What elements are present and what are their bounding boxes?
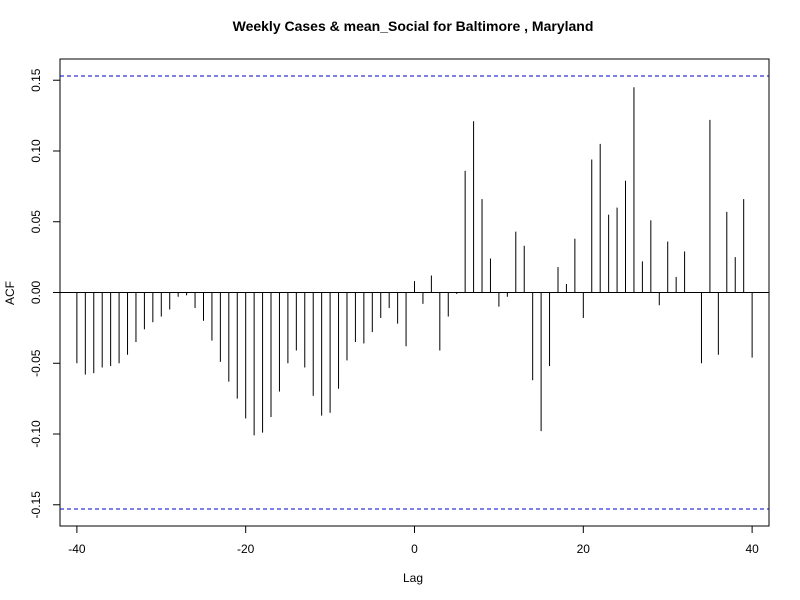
y-tick-label: 0.00 (29, 280, 43, 304)
acf-bars (60, 75, 769, 510)
y-tick-label: -0.10 (29, 420, 43, 448)
y-axis-label: ACF (3, 281, 17, 305)
x-tick-label: 40 (745, 542, 759, 556)
x-tick-label: 0 (411, 542, 418, 556)
y-tick-label: -0.05 (29, 349, 43, 377)
x-tick-label: -20 (237, 542, 255, 556)
y-tick-label: 0.05 (29, 210, 43, 234)
y-tick-label: 0.15 (29, 68, 43, 92)
chart-title: Weekly Cases & mean_Social for Baltimore… (233, 18, 594, 34)
x-axis-label: Lag (403, 571, 423, 585)
x-tick-label: 20 (577, 542, 591, 556)
x-axis: -40 -20 0 20 40 (68, 525, 759, 556)
x-tick-label: -40 (68, 542, 86, 556)
y-tick-label: 0.10 (29, 139, 43, 163)
y-tick-label: -0.15 (29, 491, 43, 519)
y-axis: -0.15 -0.10 -0.05 0.00 0.05 0.10 0.15 (29, 68, 60, 518)
